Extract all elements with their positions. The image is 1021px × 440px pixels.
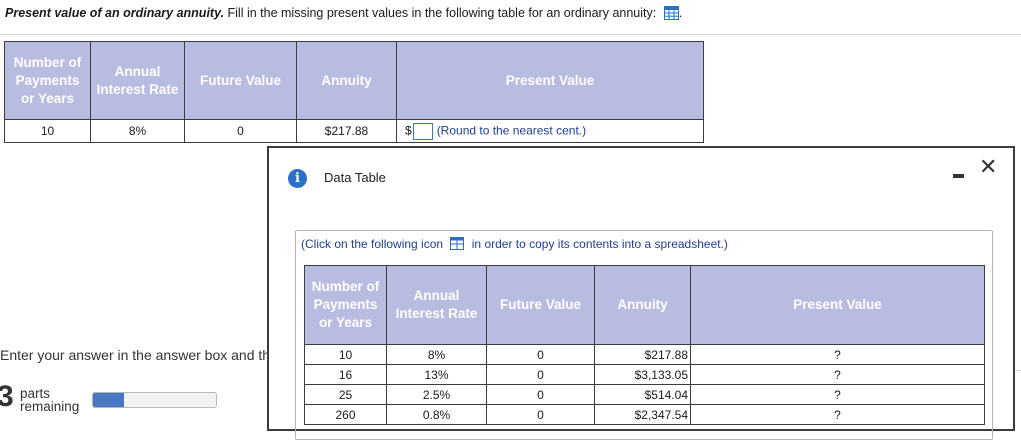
parts-label-line1: parts	[20, 386, 51, 401]
dt-cell-annuity: $514.04	[594, 384, 691, 405]
dt-header-payments: Number of Payments or Years	[304, 265, 387, 345]
dt-cell-rate: 2.5%	[386, 384, 487, 405]
dt-cell-future-value: 0	[486, 404, 595, 425]
table-row: 260 0.8% 0 $2,347.54 ?	[304, 404, 985, 425]
progress-bar	[92, 392, 217, 408]
data-table-header-row: Number of Payments or Years Annual Inter…	[304, 265, 985, 345]
table-row: 10 8% 0 $217.88 ?	[304, 344, 985, 365]
data-table: Number of Payments or Years Annual Inter…	[304, 265, 985, 425]
dt-cell-annuity: $217.88	[594, 344, 691, 365]
table-row: 10 8% 0 $217.88 $ (Round to the nearest c…	[4, 119, 704, 143]
cell-annuity: $217.88	[296, 119, 397, 143]
parts-label-line2: remaining	[20, 399, 80, 414]
instruction-text: Enter your answer in the answer box and …	[0, 347, 271, 363]
header-annuity: Annuity	[296, 41, 397, 120]
present-value-input[interactable]	[412, 122, 433, 140]
table-row: 25 2.5% 0 $514.04 ?	[304, 384, 985, 405]
annuity-table: Number of Payments or Years Annual Inter…	[4, 41, 704, 143]
copy-to-spreadsheet-icon[interactable]	[450, 237, 465, 250]
currency-symbol: $	[405, 123, 412, 138]
dt-header-present-value: Present Value	[690, 265, 985, 345]
cell-present-value: $ (Round to the nearest cent.)	[396, 119, 704, 143]
table-header-row: Number of Payments or Years Annual Inter…	[4, 41, 704, 120]
dt-header-rate: Annual Interest Rate	[386, 265, 487, 345]
dt-cell-rate: 8%	[386, 344, 487, 365]
dt-cell-future-value: 0	[486, 384, 595, 405]
info-icon: i	[288, 169, 307, 188]
close-button[interactable]: ✕	[979, 155, 998, 180]
header-future-value: Future Value	[184, 41, 297, 120]
dt-cell-payments: 10	[304, 344, 387, 365]
dialog-title: Data Table	[324, 170, 386, 185]
dt-cell-future-value: 0	[486, 364, 595, 385]
copy-note: (Click on the following icon in order to…	[301, 237, 728, 251]
cell-future-value: 0	[184, 119, 297, 143]
question-trailing: .	[678, 6, 683, 20]
dt-cell-payments: 25	[304, 384, 387, 405]
question-body: Fill in the missing present values in th…	[224, 6, 657, 20]
dt-header-annuity: Annuity	[594, 265, 691, 345]
dt-cell-payments: 260	[304, 404, 387, 425]
header-present-value: Present Value	[396, 41, 704, 120]
dt-cell-payments: 16	[304, 364, 387, 385]
minimize-button[interactable]	[953, 174, 964, 178]
cell-rate: 8%	[90, 119, 185, 143]
table-row: 16 13% 0 $3,133.05 ?	[304, 364, 985, 385]
question-title: Present value of an ordinary annuity.	[5, 6, 225, 20]
dt-cell-present-value: ?	[690, 364, 985, 385]
spreadsheet-icon[interactable]	[663, 6, 679, 20]
header-rate: Annual Interest Rate	[90, 41, 185, 120]
dt-cell-annuity: $2,347.54	[594, 404, 691, 425]
progress-fill	[93, 393, 124, 407]
copy-note-after: in order to copy its contents into a spr…	[471, 237, 728, 251]
dt-cell-present-value: ?	[690, 384, 985, 405]
dt-cell-rate: 0.8%	[386, 404, 487, 425]
question-text: Present value of an ordinary annuity. Fi…	[5, 6, 682, 20]
dt-cell-annuity: $3,133.05	[594, 364, 691, 385]
data-table-dialog: i Data Table ✕ (Click on the following i…	[267, 146, 1015, 440]
divider	[0, 34, 1021, 35]
rounding-note: (Round to the nearest cent.)	[436, 123, 587, 138]
copy-note-before: (Click on the following icon	[301, 237, 444, 251]
dt-cell-present-value: ?	[690, 344, 985, 365]
dt-cell-present-value: ?	[690, 404, 985, 425]
parts-count: 3	[0, 380, 14, 413]
parts-label: parts remaining	[20, 386, 80, 414]
dt-header-future-value: Future Value	[486, 265, 595, 345]
dt-cell-future-value: 0	[486, 344, 595, 365]
dt-cell-rate: 13%	[386, 364, 487, 385]
header-payments: Number of Payments or Years	[4, 41, 91, 120]
data-table-panel: (Click on the following icon in order to…	[295, 230, 993, 440]
cell-payments: 10	[4, 119, 91, 143]
